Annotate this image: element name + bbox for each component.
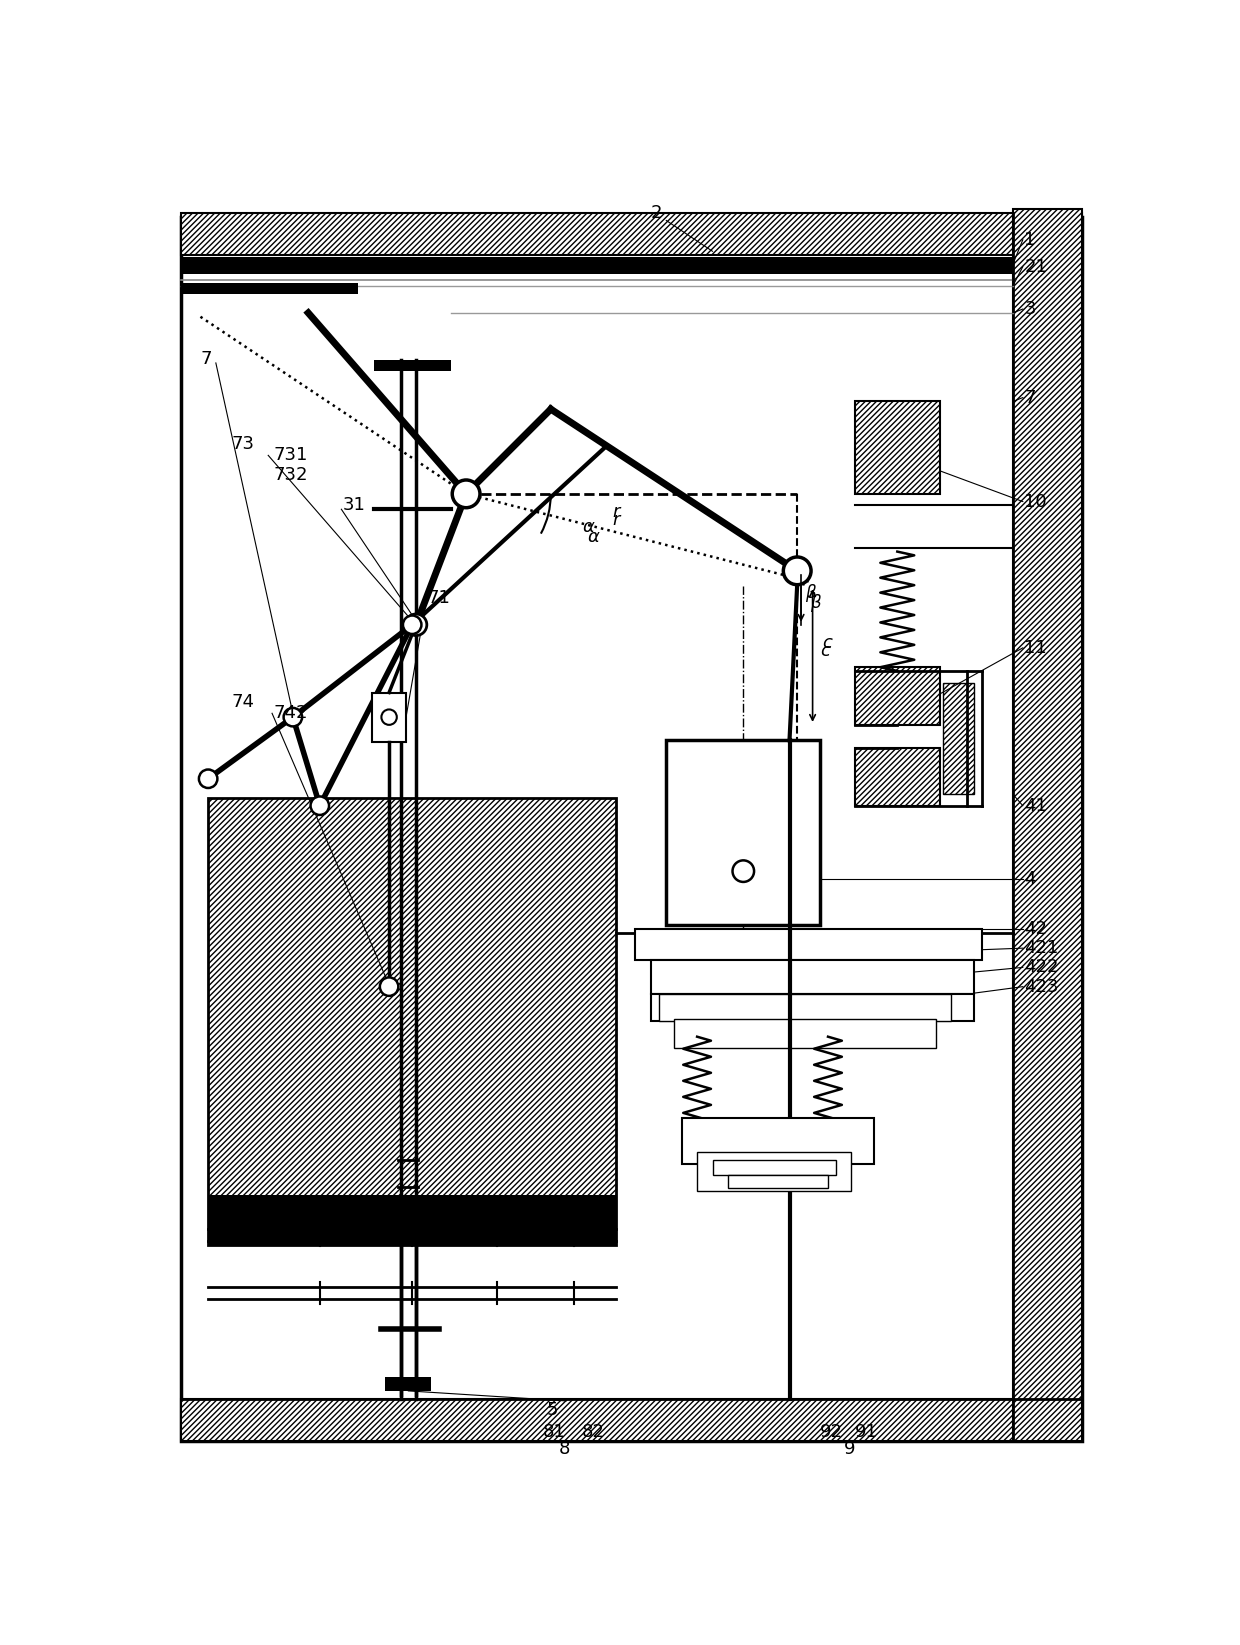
Bar xyxy=(208,1194,616,1245)
Text: 73: 73 xyxy=(231,434,254,452)
Circle shape xyxy=(733,860,754,882)
Text: 742: 742 xyxy=(274,704,308,722)
Bar xyxy=(181,212,1083,255)
Text: 91: 91 xyxy=(854,1423,878,1441)
Bar xyxy=(666,740,821,924)
Bar xyxy=(713,1160,836,1175)
Text: 10: 10 xyxy=(1024,492,1047,510)
Text: 2: 2 xyxy=(651,204,662,222)
Text: 4: 4 xyxy=(1024,870,1035,888)
Bar xyxy=(635,929,982,959)
Bar xyxy=(854,668,940,725)
Circle shape xyxy=(284,707,303,727)
Bar xyxy=(697,1152,851,1191)
Bar xyxy=(386,1377,432,1392)
Text: 92: 92 xyxy=(821,1423,843,1441)
Text: 82: 82 xyxy=(582,1423,604,1441)
Bar xyxy=(854,401,940,494)
Text: 8: 8 xyxy=(558,1439,570,1457)
Bar xyxy=(181,258,1013,275)
Bar xyxy=(181,258,1013,271)
Text: 81: 81 xyxy=(543,1423,565,1441)
Bar xyxy=(373,360,450,370)
Text: 74: 74 xyxy=(231,693,254,711)
Text: $\alpha$: $\alpha$ xyxy=(587,528,600,546)
Circle shape xyxy=(379,977,398,995)
Text: 71: 71 xyxy=(428,589,450,607)
Text: $r$: $r$ xyxy=(613,503,622,521)
Bar xyxy=(944,683,975,795)
Text: $r$: $r$ xyxy=(613,510,622,528)
Text: 41: 41 xyxy=(1024,796,1048,814)
Bar xyxy=(658,994,951,1022)
Text: $\beta$: $\beta$ xyxy=(805,582,817,604)
Bar xyxy=(675,1018,936,1048)
Bar xyxy=(208,798,616,1245)
Bar xyxy=(181,283,358,294)
Text: 11: 11 xyxy=(1024,638,1047,656)
Bar xyxy=(682,1117,874,1163)
Text: 3: 3 xyxy=(1024,299,1035,317)
Text: 422: 422 xyxy=(1024,959,1059,977)
Text: 42: 42 xyxy=(1024,920,1048,938)
Text: 423: 423 xyxy=(1024,977,1059,995)
Circle shape xyxy=(405,614,427,635)
Text: 21: 21 xyxy=(1024,258,1048,276)
Text: $\alpha$: $\alpha$ xyxy=(582,518,595,536)
Text: 9: 9 xyxy=(843,1439,854,1457)
Circle shape xyxy=(784,558,811,584)
Circle shape xyxy=(198,770,217,788)
Circle shape xyxy=(453,480,480,508)
Bar xyxy=(854,748,940,806)
Text: 31: 31 xyxy=(343,497,366,515)
Bar xyxy=(372,693,405,742)
Bar xyxy=(181,1398,1083,1441)
Text: 732: 732 xyxy=(274,466,308,484)
Circle shape xyxy=(382,709,397,725)
Circle shape xyxy=(403,615,422,633)
Text: c: c xyxy=(822,633,832,651)
Bar xyxy=(651,959,975,994)
Text: 731: 731 xyxy=(274,446,308,464)
Text: c: c xyxy=(821,642,830,660)
Text: 7: 7 xyxy=(1024,388,1035,406)
Text: 5: 5 xyxy=(547,1402,558,1420)
Bar xyxy=(651,994,975,1022)
Bar xyxy=(1013,209,1083,1441)
Circle shape xyxy=(310,796,329,814)
Text: 421: 421 xyxy=(1024,939,1059,957)
Text: 1: 1 xyxy=(1024,230,1035,248)
Text: 7: 7 xyxy=(201,350,212,368)
Bar xyxy=(728,1175,828,1188)
Text: $\beta$: $\beta$ xyxy=(810,592,822,614)
